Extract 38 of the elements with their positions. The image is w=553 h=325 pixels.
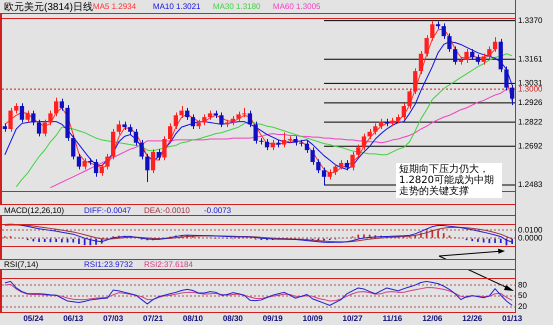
x-tick-label: 12/06: [422, 314, 443, 324]
y-tick-label: 1.3000: [518, 84, 544, 94]
x-tick-label: 12/26: [462, 314, 483, 324]
text: MA10 1.3021: [152, 2, 202, 11]
chart-title: RSI(7,14): [3, 260, 40, 269]
text: MA5 1.2934: [92, 2, 138, 11]
x-tick-label: 06/13: [63, 314, 84, 324]
x-tick-label: 11/16: [382, 314, 403, 324]
y-tick-label: 1.2926: [518, 98, 544, 108]
x-tick-label: 10/09: [302, 314, 324, 324]
annotation: 短期向下压力仍大，1.2820可能成为中期走势的关键支撑: [396, 163, 502, 198]
x-tick-label: 07/03: [103, 314, 124, 324]
x-tick-label: 07/21: [143, 314, 164, 324]
text: MA60 1.3005: [272, 2, 322, 11]
y-tick-label: 1.3161: [518, 54, 544, 64]
chart-title: MACD(12,26,10): [3, 206, 66, 214]
x-tick-label: 05/24: [23, 314, 44, 324]
x-tick-label: 10/27: [342, 314, 364, 324]
y-tick-label: 1.2822: [518, 117, 544, 126]
text: DEA:-0.0010: [144, 206, 191, 214]
y-tick-label: 1.2692: [518, 141, 544, 150]
text: MA30 1.3180: [212, 2, 262, 11]
y-tick-label: 80: [518, 280, 528, 290]
x-tick-label: 09/19: [262, 314, 284, 324]
text: RSI1:23.9732: [84, 260, 134, 269]
y-tick-label: 1.2483: [518, 180, 544, 190]
text: RSI2:37.6184: [144, 260, 194, 269]
y-tick-label: 0.0100: [518, 225, 544, 234]
y-tick-label: 20: [518, 302, 528, 312]
y-tick-label: 1.3370: [518, 16, 544, 25]
chart-title: 欧元美元(3814)日线: [3, 0, 93, 14]
x-tick-label: 08/30: [222, 314, 244, 324]
y-tick-label: 50: [518, 291, 528, 300]
text: DIFF:-0.0047: [84, 206, 132, 214]
x-tick-label: 01/13: [502, 314, 523, 324]
x-tick-label: 08/10: [182, 314, 204, 324]
text: -0.0073: [204, 206, 232, 214]
y-tick-label: 0.0000: [518, 233, 544, 242]
